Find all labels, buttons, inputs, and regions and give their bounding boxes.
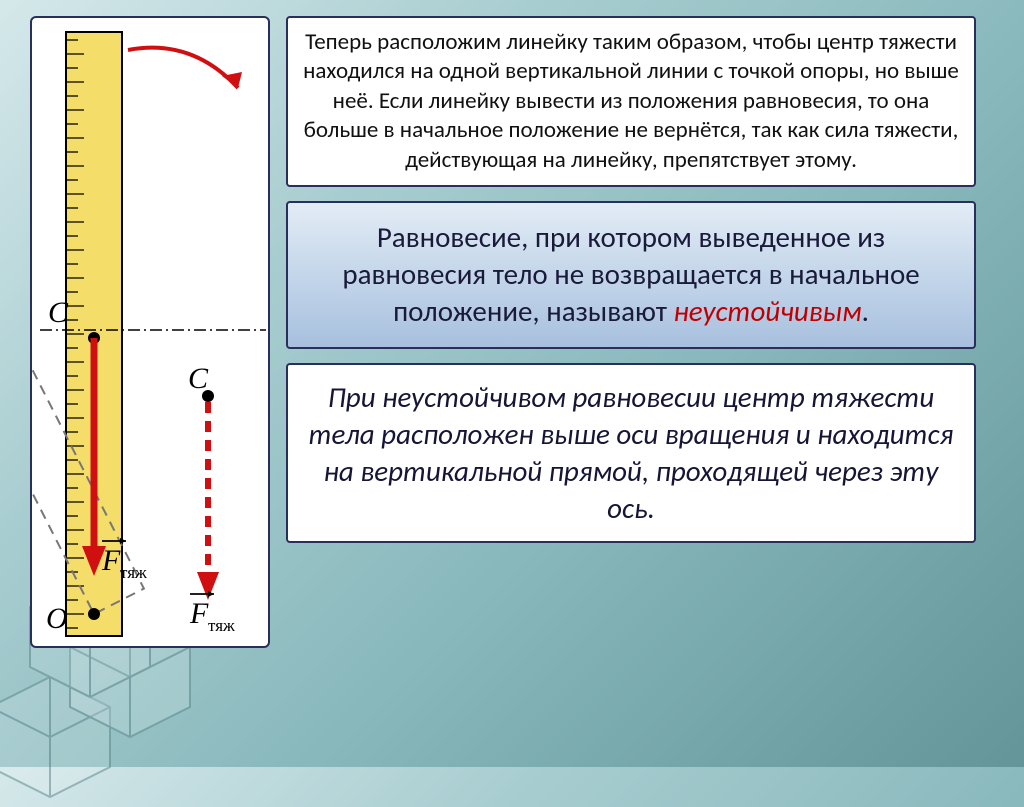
text-box-middle: Равновесие, при котором выведенное из ра… <box>286 201 976 348</box>
label-f2-sub: тяж <box>208 616 235 635</box>
label-c1: C <box>48 296 69 329</box>
label-f2: F <box>189 597 209 630</box>
slide-container: C C O F тяж F тяж Теперь располож <box>0 0 1024 767</box>
top-paragraph: Теперь расположим линейку таким образом,… <box>303 28 959 174</box>
ruler-diagram: C C O F тяж F тяж <box>30 16 270 648</box>
label-c2: C <box>188 362 209 395</box>
text-box-bottom: При неустойчивом равновесии центр тяжест… <box>286 363 976 543</box>
label-o: O <box>46 602 68 635</box>
text-column: Теперь расположим линейку таким образом,… <box>286 16 976 749</box>
text-box-top: Теперь расположим линейку таким образом,… <box>286 16 976 187</box>
mid-paragraph-part2: . <box>862 293 869 329</box>
diagram-column: C C O F тяж F тяж <box>30 16 270 749</box>
label-f1: F <box>101 544 121 577</box>
label-f1-sub: тяж <box>120 563 147 582</box>
mid-keyword: неустойчивым <box>673 293 861 329</box>
bot-paragraph: При неустойчивом равновесии центр тяжест… <box>309 379 954 526</box>
